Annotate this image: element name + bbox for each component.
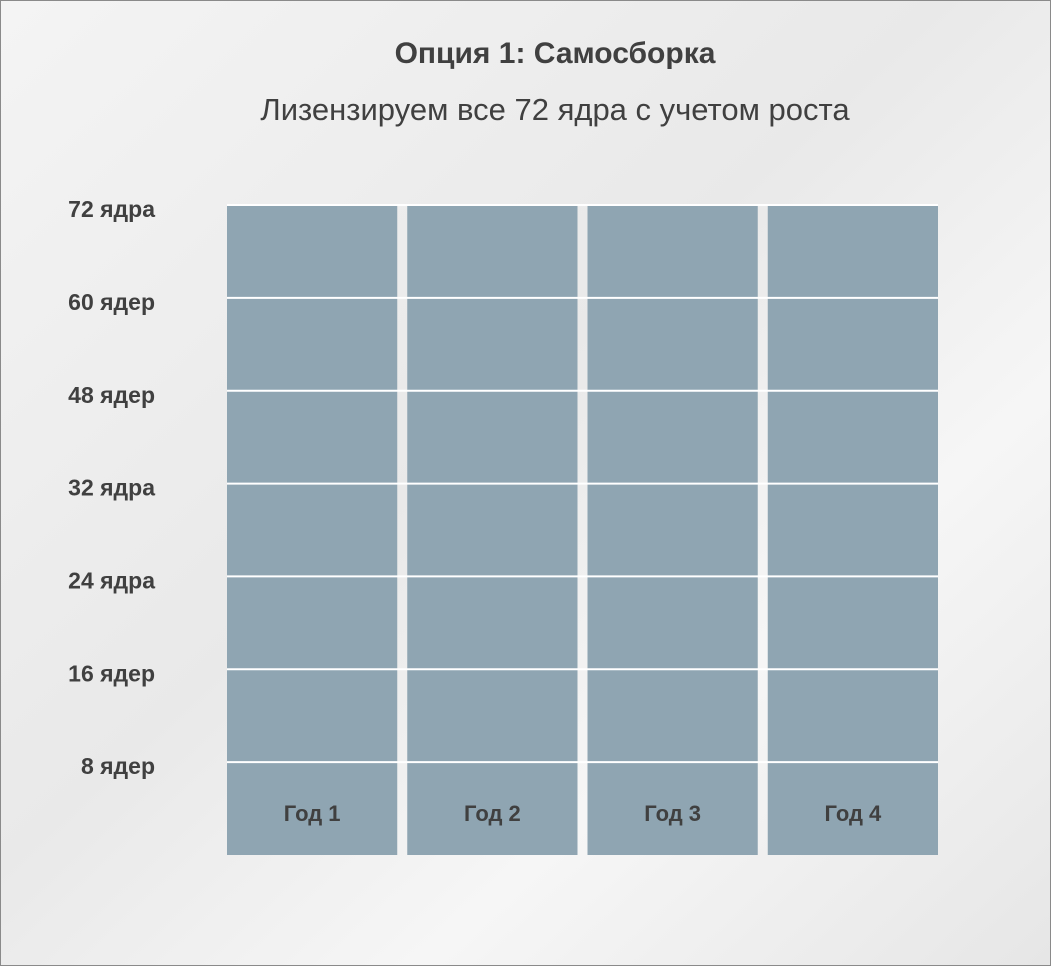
y-tick-label: 32 ядра	[68, 475, 155, 501]
y-tick-label: 24 ядра	[68, 568, 155, 594]
bar	[407, 205, 578, 855]
x-tick-label: Год 4	[824, 801, 882, 826]
y-tick-label: 60 ядер	[68, 289, 155, 315]
chart-subtitle: Лизензируем все 72 ядра с учетом роста	[260, 92, 850, 127]
bar	[227, 205, 398, 855]
y-tick-label: 16 ядер	[68, 660, 155, 686]
y-tick-label: 48 ядер	[68, 382, 155, 408]
x-tick-label: Год 1	[284, 801, 341, 826]
x-tick-label: Год 3	[644, 801, 701, 826]
x-tick-label: Год 2	[464, 801, 521, 826]
chart-title: Опция 1: Самосборка	[395, 37, 716, 70]
y-tick-label: 72 ядра	[68, 196, 155, 222]
bar	[767, 205, 938, 855]
bar	[587, 205, 758, 855]
y-tick-label: 8 ядер	[81, 753, 155, 779]
